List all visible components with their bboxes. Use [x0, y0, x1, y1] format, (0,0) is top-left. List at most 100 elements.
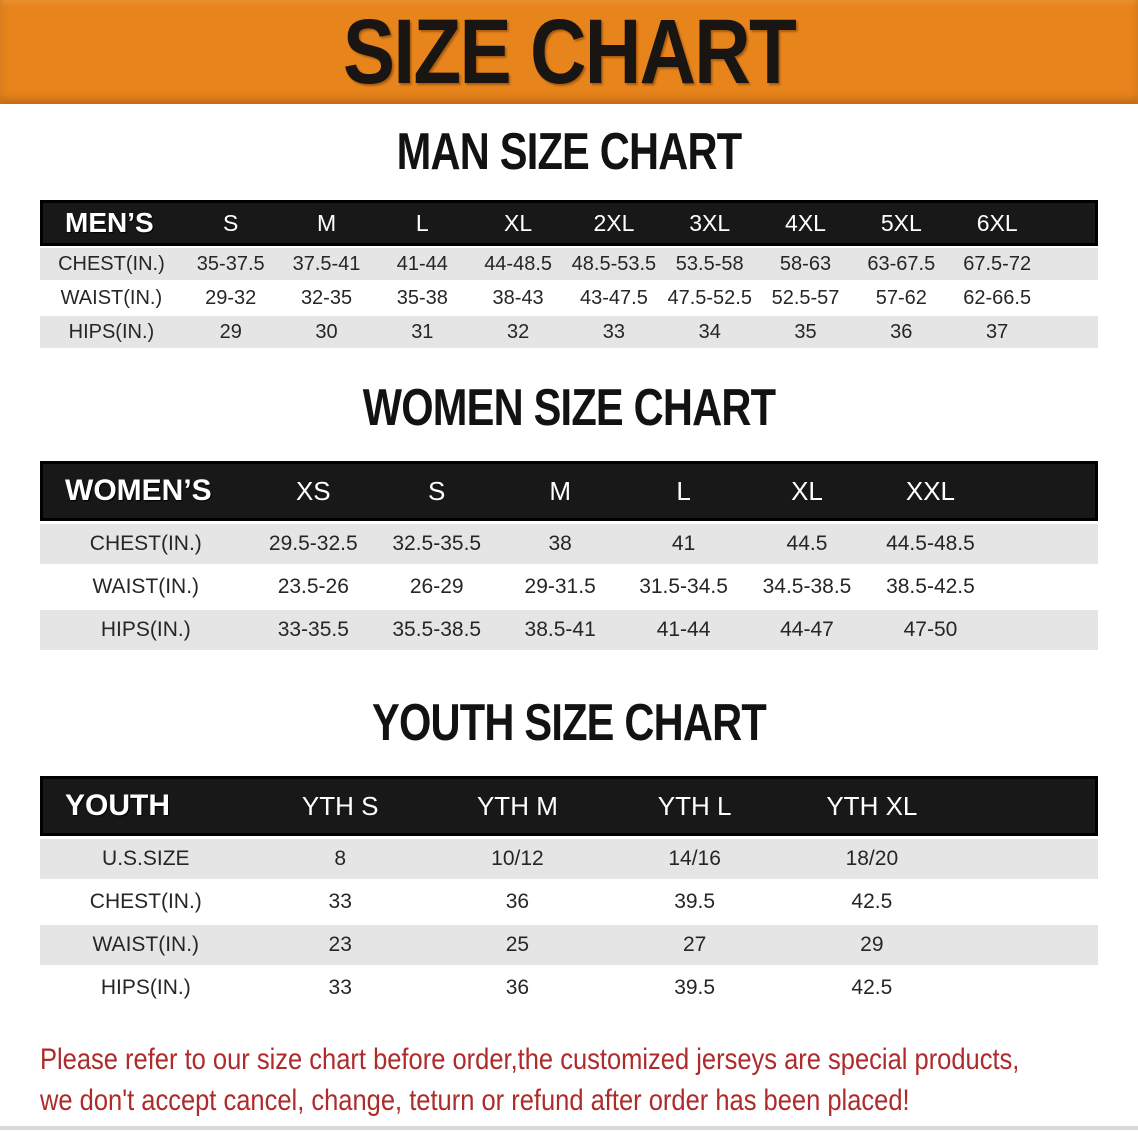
size-chart-banner: SIZE CHART	[0, 0, 1138, 104]
measurement-label-cell: WAIST(IN.)	[40, 282, 183, 314]
size-column-header: YTH L	[606, 776, 784, 836]
size-value-cell: 39.5	[606, 968, 784, 1008]
size-column-header: XL	[745, 461, 869, 521]
size-column-header: XS	[251, 461, 376, 521]
size-value-cell: 48.5-53.5	[566, 248, 662, 280]
measurement-row: CHEST(IN.) 29.5-32.5 32.5-35.5 38 41 44.5 44.5…	[40, 524, 1098, 564]
size-value-cell: 39.5	[606, 882, 784, 922]
size-value-cell: 25	[428, 925, 607, 965]
measurement-label-cell: WAIST(IN.)	[40, 567, 252, 607]
size-value-cell: 44-47	[745, 610, 869, 650]
youth-section-heading: YOUTH SIZE CHART	[372, 694, 767, 752]
size-value-cell: 37.5-41	[278, 248, 375, 280]
women-size-table: WOMEN’S XS S M L XL XXL CHEST(IN.) 29.5-32.5 32.…	[40, 458, 1098, 653]
size-value-cell: 41-44	[621, 610, 746, 650]
size-value-cell: 41	[621, 524, 746, 564]
measurement-row: WAIST(IN.) 23 25 27 29	[40, 925, 1098, 965]
men-table-header-row: MEN’S S M L XL 2XL 3XL 4XL 5XL 6XL	[40, 200, 1098, 246]
size-column-header: 2XL	[566, 200, 662, 246]
row-spacer-cell	[992, 567, 1098, 607]
size-value-cell: 29.5-32.5	[251, 524, 376, 564]
man-section-heading: MAN SIZE CHART	[396, 123, 742, 181]
size-value-cell: 38.5-42.5	[868, 567, 993, 607]
women-section-heading: WOMEN SIZE CHART	[362, 379, 776, 437]
size-column-header: 4XL	[757, 200, 854, 246]
size-column-header: XXL	[868, 461, 993, 521]
size-column-header: S	[182, 200, 279, 246]
measurement-row: WAIST(IN.) 29-32 32-35 35-38 38-43 43-47.5 47.…	[40, 282, 1098, 314]
size-value-cell: 30	[278, 316, 375, 348]
measurement-label-cell: CHEST(IN.)	[40, 248, 183, 280]
size-value-cell: 38	[498, 524, 622, 564]
size-value-cell: 38-43	[470, 282, 567, 314]
size-column-header: YTH S	[251, 776, 429, 836]
row-spacer-cell	[1045, 282, 1098, 314]
measurement-row: CHEST(IN.) 33 36 39.5 42.5	[40, 882, 1098, 922]
size-column-header: YTH XL	[783, 776, 961, 836]
size-column-header: XL	[470, 200, 567, 246]
size-value-cell: 36	[428, 968, 607, 1008]
size-value-cell: 33-35.5	[251, 610, 376, 650]
size-value-cell: 29	[182, 316, 279, 348]
size-column-header: M	[498, 461, 622, 521]
size-value-cell: 41-44	[374, 248, 471, 280]
size-value-cell: 62-66.5	[949, 282, 1046, 314]
measurement-label-cell: CHEST(IN.)	[40, 882, 252, 922]
men-size-table: MEN’S S M L XL 2XL 3XL 4XL 5XL 6XL CHEST(IN.) 35-3…	[40, 198, 1098, 350]
size-value-cell: 33	[251, 968, 429, 1008]
size-value-cell: 35.5-38.5	[375, 610, 499, 650]
measurement-label-cell: HIPS(IN.)	[40, 968, 252, 1008]
header-spacer-cell	[992, 461, 1098, 521]
size-chart-content: MAN SIZE CHART MEN’S S M L XL 2XL 3XL 4XL 5XL 6XL…	[0, 126, 1138, 1011]
size-value-cell: 26-29	[375, 567, 499, 607]
measurement-row: CHEST(IN.) 35-37.5 37.5-41 41-44 44-48.5 48.5…	[40, 248, 1098, 280]
size-value-cell: 57-62	[853, 282, 950, 314]
measurement-row: U.S.SIZE 8 10/12 14/16 18/20	[40, 839, 1098, 879]
row-spacer-cell	[960, 968, 1098, 1008]
size-value-cell: 35-37.5	[182, 248, 279, 280]
size-value-cell: 44-48.5	[470, 248, 567, 280]
size-value-cell: 8	[251, 839, 429, 879]
size-value-cell: 32	[470, 316, 567, 348]
size-value-cell: 35-38	[374, 282, 471, 314]
bottom-divider	[0, 1126, 1138, 1130]
size-value-cell: 36	[853, 316, 950, 348]
size-column-header: 5XL	[853, 200, 950, 246]
table-title-cell: YOUTH	[40, 776, 252, 836]
size-value-cell: 32-35	[278, 282, 375, 314]
size-value-cell: 52.5-57	[757, 282, 854, 314]
table-title-cell: MEN’S	[40, 200, 183, 246]
measurement-row: WAIST(IN.) 23.5-26 26-29 29-31.5 31.5-34.5 34…	[40, 567, 1098, 607]
row-spacer-cell	[992, 610, 1098, 650]
size-column-header: 3XL	[661, 200, 758, 246]
women-table-header-row: WOMEN’S XS S M L XL XXL	[40, 461, 1098, 521]
measurement-label-cell: HIPS(IN.)	[40, 316, 183, 348]
disclaimer-line-1: Please refer to our size chart before or…	[40, 1043, 1020, 1076]
size-column-header: S	[375, 461, 499, 521]
size-value-cell: 42.5	[783, 882, 961, 922]
size-value-cell: 42.5	[783, 968, 961, 1008]
page-title: SIZE CHART	[342, 1, 797, 103]
size-value-cell: 34.5-38.5	[745, 567, 869, 607]
size-value-cell: 37	[949, 316, 1046, 348]
measurement-label-cell: HIPS(IN.)	[40, 610, 252, 650]
size-value-cell: 35	[757, 316, 854, 348]
row-spacer-cell	[960, 925, 1098, 965]
measurement-label-cell: U.S.SIZE	[40, 839, 252, 879]
row-spacer-cell	[1045, 248, 1098, 280]
size-value-cell: 34	[661, 316, 758, 348]
size-value-cell: 33	[251, 882, 429, 922]
youth-table-header-row: YOUTH YTH S YTH M YTH L YTH XL	[40, 776, 1098, 836]
size-value-cell: 31	[374, 316, 471, 348]
size-value-cell: 29	[783, 925, 961, 965]
size-value-cell: 67.5-72	[949, 248, 1046, 280]
size-value-cell: 32.5-35.5	[375, 524, 499, 564]
row-spacer-cell	[960, 839, 1098, 879]
table-title-cell: WOMEN’S	[40, 461, 252, 521]
header-spacer-cell	[960, 776, 1098, 836]
order-disclaimer: Please refer to our size chart before or…	[40, 1039, 1020, 1121]
size-value-cell: 53.5-58	[661, 248, 758, 280]
size-value-cell: 43-47.5	[566, 282, 662, 314]
row-spacer-cell	[1045, 316, 1098, 348]
man-size-chart-section: MAN SIZE CHART MEN’S S M L XL 2XL 3XL 4XL 5XL 6XL…	[0, 126, 1138, 350]
